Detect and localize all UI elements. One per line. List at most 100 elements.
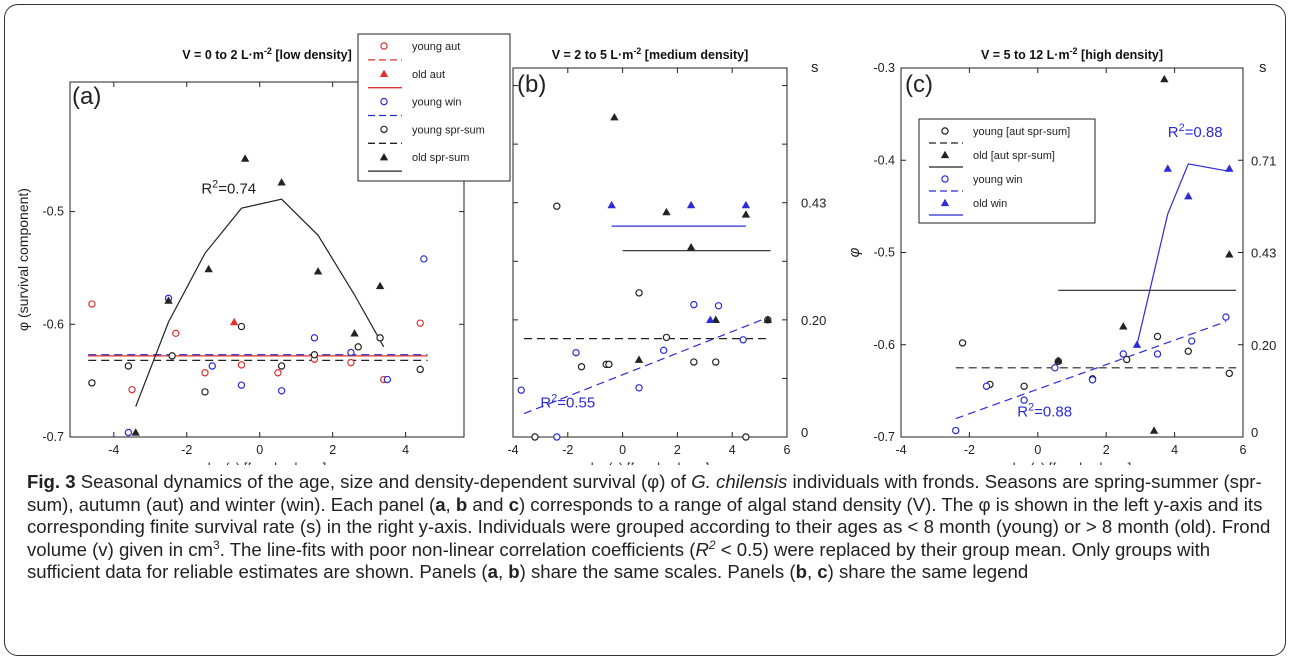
caption-fragment: , [445,493,456,515]
x-tick-label: 0 [1034,443,1041,457]
caption-fragment: c [508,493,519,515]
series-line [955,321,1227,420]
data-point [416,319,424,327]
data-point [572,348,580,357]
r-squared-annotation: R2=0.88 [1168,122,1223,141]
data-point [347,348,355,357]
data-point [1222,313,1230,321]
legend-label: old spr-sum [412,152,469,164]
data-point [240,154,250,162]
data-point [1225,250,1234,258]
caption-fragment: ) share the same scales. Panels ( [519,561,796,582]
plot-area [69,81,465,438]
data-point [742,433,750,441]
data-point [1119,350,1128,358]
figure-caption: Fig. 3 Seasonal dynamics of the age, siz… [27,471,1277,584]
data-point [1149,426,1159,434]
panel-label: (a) [72,83,101,110]
right-tick-label: 0.20 [801,313,826,328]
caption-fragment: < 0.5) were replaced by their group mean… [27,538,1211,583]
caption-fragment: 2 [708,537,716,552]
data-point [1054,356,1063,364]
data-point [1123,355,1131,364]
data-point [662,207,671,216]
x-tick-label: 2 [674,443,681,457]
data-point [376,334,384,342]
data-point [635,384,643,392]
data-point [741,200,751,209]
plot-area [512,67,788,438]
caption-fragment: b [508,561,520,582]
data-point [706,315,715,324]
panel-label: (b) [517,71,546,98]
figure-plots: -4 -2 0 2 4-0.7-0.6-0.5V = 0 to 2 L·m-2 [low… [15,33,1276,465]
legend-marker [380,125,388,134]
right-axis-label: s [811,59,819,76]
data-point [88,300,96,308]
data-point [416,365,424,374]
y-tick-label: -0.5 [42,205,64,219]
data-point [237,322,246,331]
data-point [517,386,525,394]
y-axis-label: φ (survival component) [15,188,31,331]
right-tick-label: 0.20 [1251,338,1276,353]
data-point [553,433,561,441]
superscript: 2 [551,393,557,405]
legend-label: young [aut spr-sum] [973,126,1070,138]
y-tick-label: -0.6 [873,338,895,352]
data-point [634,355,644,363]
y-tick-label: -0.7 [42,430,64,444]
data-point [313,267,323,275]
y-tick-label: -0.6 [42,317,64,331]
x-tick-label: -2 [964,443,975,457]
data-point [201,388,209,396]
data-point [124,362,133,370]
data-point [354,343,362,351]
data-point [1020,382,1028,390]
data-point [277,362,286,370]
data-point [1184,347,1192,355]
data-point [607,200,616,209]
text-run: =0.88 [1034,404,1072,421]
text-run: [low density] [272,48,352,62]
text-run: R [1168,124,1179,141]
chart-title: V = 2 to 5 L·m-2 [medium density] [552,46,749,62]
caption-fragment: G. chilensis [691,471,788,492]
legend-label: old aut [412,69,445,81]
data-point [686,243,696,251]
x-tick-label: -2 [181,443,192,457]
caption-fragment: ) corresponds to a range of algal stand … [27,493,1271,560]
chart-panel-a: -4 -2 0 2 4-0.7-0.6-0.5V = 0 to 2 L·m-2 [low… [15,33,511,465]
data-point [168,352,176,360]
caption-fragment: a [435,493,446,515]
caption-fragment: , [806,561,818,582]
data-point [375,281,385,290]
data-point [131,428,140,436]
legend-label: young aut [412,41,460,53]
right-tick-label: 0.71 [1251,153,1276,168]
x-tick-label: 0 [256,443,263,457]
data-point [310,334,319,342]
caption-fragment: a [487,561,498,582]
data-point [1160,74,1169,83]
data-point [741,210,751,218]
y-tick-label: -0.3 [873,61,895,75]
data-point [172,329,180,338]
caption-label: Fig. 3 [27,471,76,492]
right-tick-label: 0 [801,425,808,440]
data-point [712,358,720,366]
figure-frame: -4 -2 0 2 4 -0.7 -0.6 -0.5 V = 0 to 2 L·m-2 [low… [4,4,1286,656]
legend-marker [940,198,950,207]
superscript: -2 [633,46,641,56]
right-tick-label: 0.43 [801,196,826,211]
data-point [201,369,209,377]
data-point [711,315,720,324]
data-point [958,339,967,347]
data-point [1088,376,1097,384]
x-tick-label: 0 [619,443,626,457]
caption-fragment: , [497,561,509,582]
caption-fragment: . The line-fits with poor non-linear cor… [219,538,696,560]
data-point [662,333,671,342]
legend-marker [379,153,389,161]
data-point [982,382,991,390]
